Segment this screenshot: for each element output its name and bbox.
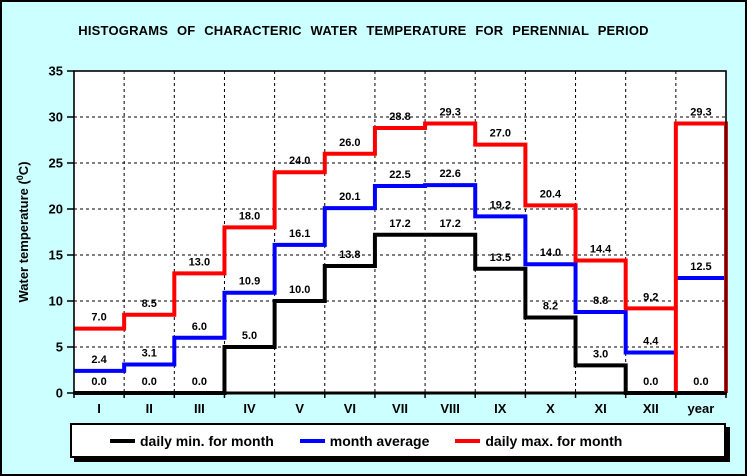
y-tick-label: 15 [49, 248, 63, 263]
data-label-series0-V: 10.0 [289, 284, 310, 296]
data-label-series2-II: 8.5 [142, 298, 157, 310]
x-category-label: year [688, 401, 715, 416]
red-line-swatch-icon [455, 438, 481, 443]
data-label-series1-VIII: 22.6 [439, 168, 460, 180]
chart-title: HISTOGRAMS OF CHARACTERIC WATER TEMPERAT… [78, 23, 649, 38]
data-label-series1-XII: 4.4 [643, 336, 659, 348]
series-path-1 [74, 183, 676, 373]
x-category-label: III [194, 401, 205, 416]
y-tick-label: 30 [49, 110, 63, 125]
data-label-series1-I: 2.4 [91, 354, 107, 366]
legend: daily min. for month month average daily… [70, 423, 726, 458]
data-label-series0-VI: 13.8 [339, 249, 360, 261]
data-label-series0-year: 0.0 [693, 376, 708, 388]
data-label-series1-III: 6.0 [192, 321, 207, 333]
y-tick-label: 5 [56, 340, 63, 355]
data-label-series0-VIII: 17.2 [439, 218, 460, 230]
data-label-series1-year: 12.5 [690, 261, 711, 273]
y-tick-label: 25 [49, 156, 63, 171]
legend-label-month-average: month average [329, 432, 430, 449]
x-category-label: IV [243, 401, 256, 416]
black-line-swatch-icon [110, 438, 135, 443]
data-label-series1-X: 14.0 [540, 247, 561, 259]
data-label-series2-V: 24.0 [289, 155, 310, 167]
data-label-series1-II: 3.1 [142, 347, 157, 359]
legend-label-daily-min: daily min. for month [140, 432, 274, 449]
data-label-series2-XII: 9.2 [643, 291, 658, 303]
data-label-series0-IX: 13.5 [490, 252, 511, 264]
y-tick-label: 20 [49, 202, 63, 217]
data-label-series2-I: 7.0 [91, 312, 106, 324]
x-category-label: V [295, 401, 304, 416]
series-path-0 [74, 232, 726, 395]
data-label-series2-III: 13.0 [189, 256, 210, 268]
y-tick-label: 35 [49, 64, 63, 79]
x-category-label: VI [344, 401, 356, 416]
data-label-series0-XII: 0.0 [643, 376, 658, 388]
data-label-series0-III: 0.0 [192, 376, 207, 388]
data-label-series1-IV: 10.9 [239, 276, 260, 288]
x-category-label: IX [494, 401, 507, 416]
data-label-series0-X: 8.2 [543, 301, 558, 313]
data-label-series2-VIII: 29.3 [439, 106, 460, 118]
data-label-series0-XI: 3.0 [593, 348, 608, 360]
data-label-series2-IV: 18.0 [239, 210, 260, 222]
blue-line-swatch-icon [299, 438, 325, 443]
x-category-label: XI [594, 401, 606, 416]
series-path-2 [74, 121, 676, 331]
data-label-series2-IX: 27.0 [490, 128, 511, 140]
x-category-label: VII [392, 401, 408, 416]
x-category-label: XII [643, 401, 659, 416]
data-label-series1-VI: 20.1 [339, 191, 360, 203]
data-label-series2-VI: 26.0 [339, 137, 360, 149]
data-label-series1-XI: 8.8 [593, 295, 608, 307]
x-category-label: I [97, 401, 101, 416]
data-label-series1-IX: 19.2 [490, 199, 511, 211]
data-label-series0-II: 0.0 [142, 376, 157, 388]
data-label-series1-V: 16.1 [289, 228, 310, 240]
data-label-series2-XI: 14.4 [590, 244, 612, 256]
data-label-series2-year: 29.3 [690, 106, 711, 118]
legend-item-daily-max: daily max. for month [455, 433, 622, 449]
legend-item-daily-min: daily min. for month [110, 433, 274, 449]
data-label-series0-VII: 17.2 [389, 218, 410, 230]
x-category-label: VIII [440, 401, 460, 416]
legend-label-daily-max: daily max. for month [485, 432, 623, 449]
y-axis-title: Water temperature (0C) [15, 161, 31, 302]
data-label-series0-IV: 5.0 [242, 330, 257, 342]
x-category-label: X [546, 401, 555, 416]
y-tick-label: 0 [56, 386, 63, 401]
data-label-series2-VII: 28.8 [389, 111, 410, 123]
data-label-series2-X: 20.4 [540, 188, 562, 200]
data-label-series0-I: 0.0 [91, 376, 106, 388]
data-label-series1-VII: 22.5 [389, 169, 410, 181]
legend-item-month-average: month average [299, 432, 430, 449]
y-tick-label: 10 [49, 294, 63, 309]
x-category-label: II [146, 401, 153, 416]
